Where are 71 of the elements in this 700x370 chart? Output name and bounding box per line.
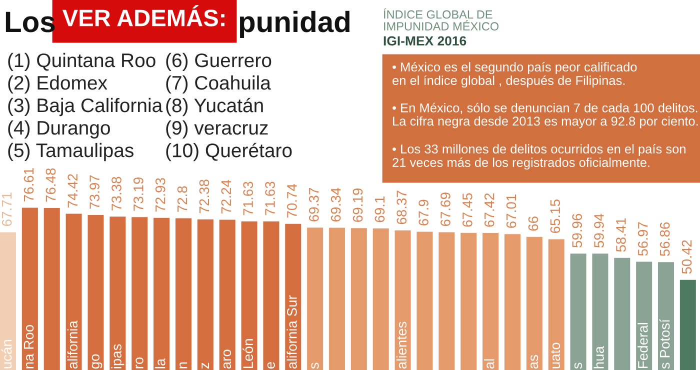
data-label: 59.96: [572, 214, 582, 248]
annotation: (7) Coahuila: [166, 75, 271, 94]
x-tick-label: n: [180, 362, 188, 368]
annotation: (4) Durango: [8, 120, 110, 139]
data-label: 69.19: [352, 188, 363, 222]
x-tick-label: al: [484, 359, 494, 369]
annotation: (3) Baja California: [8, 98, 163, 116]
x-tick-label: s Potosí: [659, 319, 670, 369]
data-label: 70.74: [287, 184, 297, 218]
x-tick-label: e: [267, 362, 275, 369]
annotation: (5) Tamaulipas: [8, 142, 134, 162]
annotation: VER ADEMÁS:: [62, 5, 224, 26]
annotation: (1) Quintana Roo: [8, 52, 156, 72]
x-tick-label: s: [311, 362, 319, 369]
data-label: 69.37: [308, 188, 319, 222]
x-tick-label: uato: [550, 342, 560, 368]
x-tick-label: Federal: [638, 323, 648, 368]
x-tick-label: la: [155, 358, 166, 368]
data-label: 66: [528, 216, 538, 231]
data-label: 73.38: [112, 176, 122, 210]
x-tick-label: León: [242, 339, 253, 368]
annotation: (2) Edomex: [8, 75, 108, 94]
data-label: 72.38: [199, 180, 210, 214]
data-label: 56.97: [638, 222, 648, 256]
data-label: 69.1: [374, 196, 385, 222]
data-label: 56.86: [660, 222, 670, 256]
x-tick-label: aro: [223, 350, 232, 369]
x-tick-label: as: [530, 355, 538, 369]
data-label: 71.63: [243, 182, 253, 216]
data-label: 67.9: [418, 200, 428, 226]
annotation: (8) Yucatán: [166, 98, 263, 116]
data-label: 68.37: [396, 190, 407, 224]
annotation: punidad: [240, 10, 350, 38]
x-tick-label: z: [202, 362, 209, 369]
data-label: 72.8: [177, 186, 188, 212]
x-tick-label: s: [574, 362, 582, 369]
annotation: • México es el segundo país peor calificado en el índice global , después de Filipinas.: [392, 62, 637, 88]
x-tick-label: ro: [136, 357, 144, 368]
annotation: IGI-MEX 2016: [384, 36, 466, 46]
annotation: (10) Querétaro: [166, 142, 292, 162]
data-label: 73.97: [90, 175, 100, 209]
data-label: 59.94: [594, 214, 604, 248]
annotation: • Los 33 millones de delitos ocurridos en el país son 21 veces más de los registrados oficialmente.: [392, 144, 686, 170]
data-label: 58.41: [616, 218, 626, 252]
x-tick-label: ucán: [1, 340, 12, 368]
data-label: 67.42: [484, 193, 494, 227]
annotation: ÍNDICE GLOBAL DE IMPUNIDAD MÉXICO: [384, 8, 499, 31]
x-tick-label: alifornia: [67, 320, 78, 369]
x-tick-label: go: [92, 354, 102, 369]
data-label: 76.48: [46, 168, 56, 202]
data-label: 67.45: [462, 193, 472, 227]
annotation: (9) veracruz: [166, 120, 268, 139]
data-label: 72.24: [221, 180, 231, 214]
data-label: 69.34: [330, 188, 341, 222]
data-label: 67.71: [2, 192, 12, 226]
data-label: 50.42: [682, 240, 692, 274]
data-label: 74.42: [68, 174, 78, 208]
x-tick-label: alientes: [396, 322, 407, 369]
data-label: 76.61: [24, 168, 34, 202]
x-tick-label: alifornia Sur: [286, 295, 297, 369]
data-label: 67.69: [440, 192, 450, 226]
data-label: 67.01: [506, 194, 516, 228]
data-label: 72.93: [155, 178, 166, 212]
x-tick-label: na Roo: [24, 324, 34, 368]
x-tick-label: hua: [594, 346, 604, 368]
annotation: • En México, sólo se denuncian 7 de cada 100 delitos. La cifra negra desde 2013 es mayor a 92.8 por ciento.: [392, 102, 698, 128]
annotation: (6) Guerrero: [166, 52, 272, 72]
data-label: 71.63: [265, 182, 275, 216]
x-tick-label: ipas: [111, 344, 124, 368]
data-label: 65.15: [550, 200, 560, 234]
data-label: 73.19: [134, 177, 144, 211]
